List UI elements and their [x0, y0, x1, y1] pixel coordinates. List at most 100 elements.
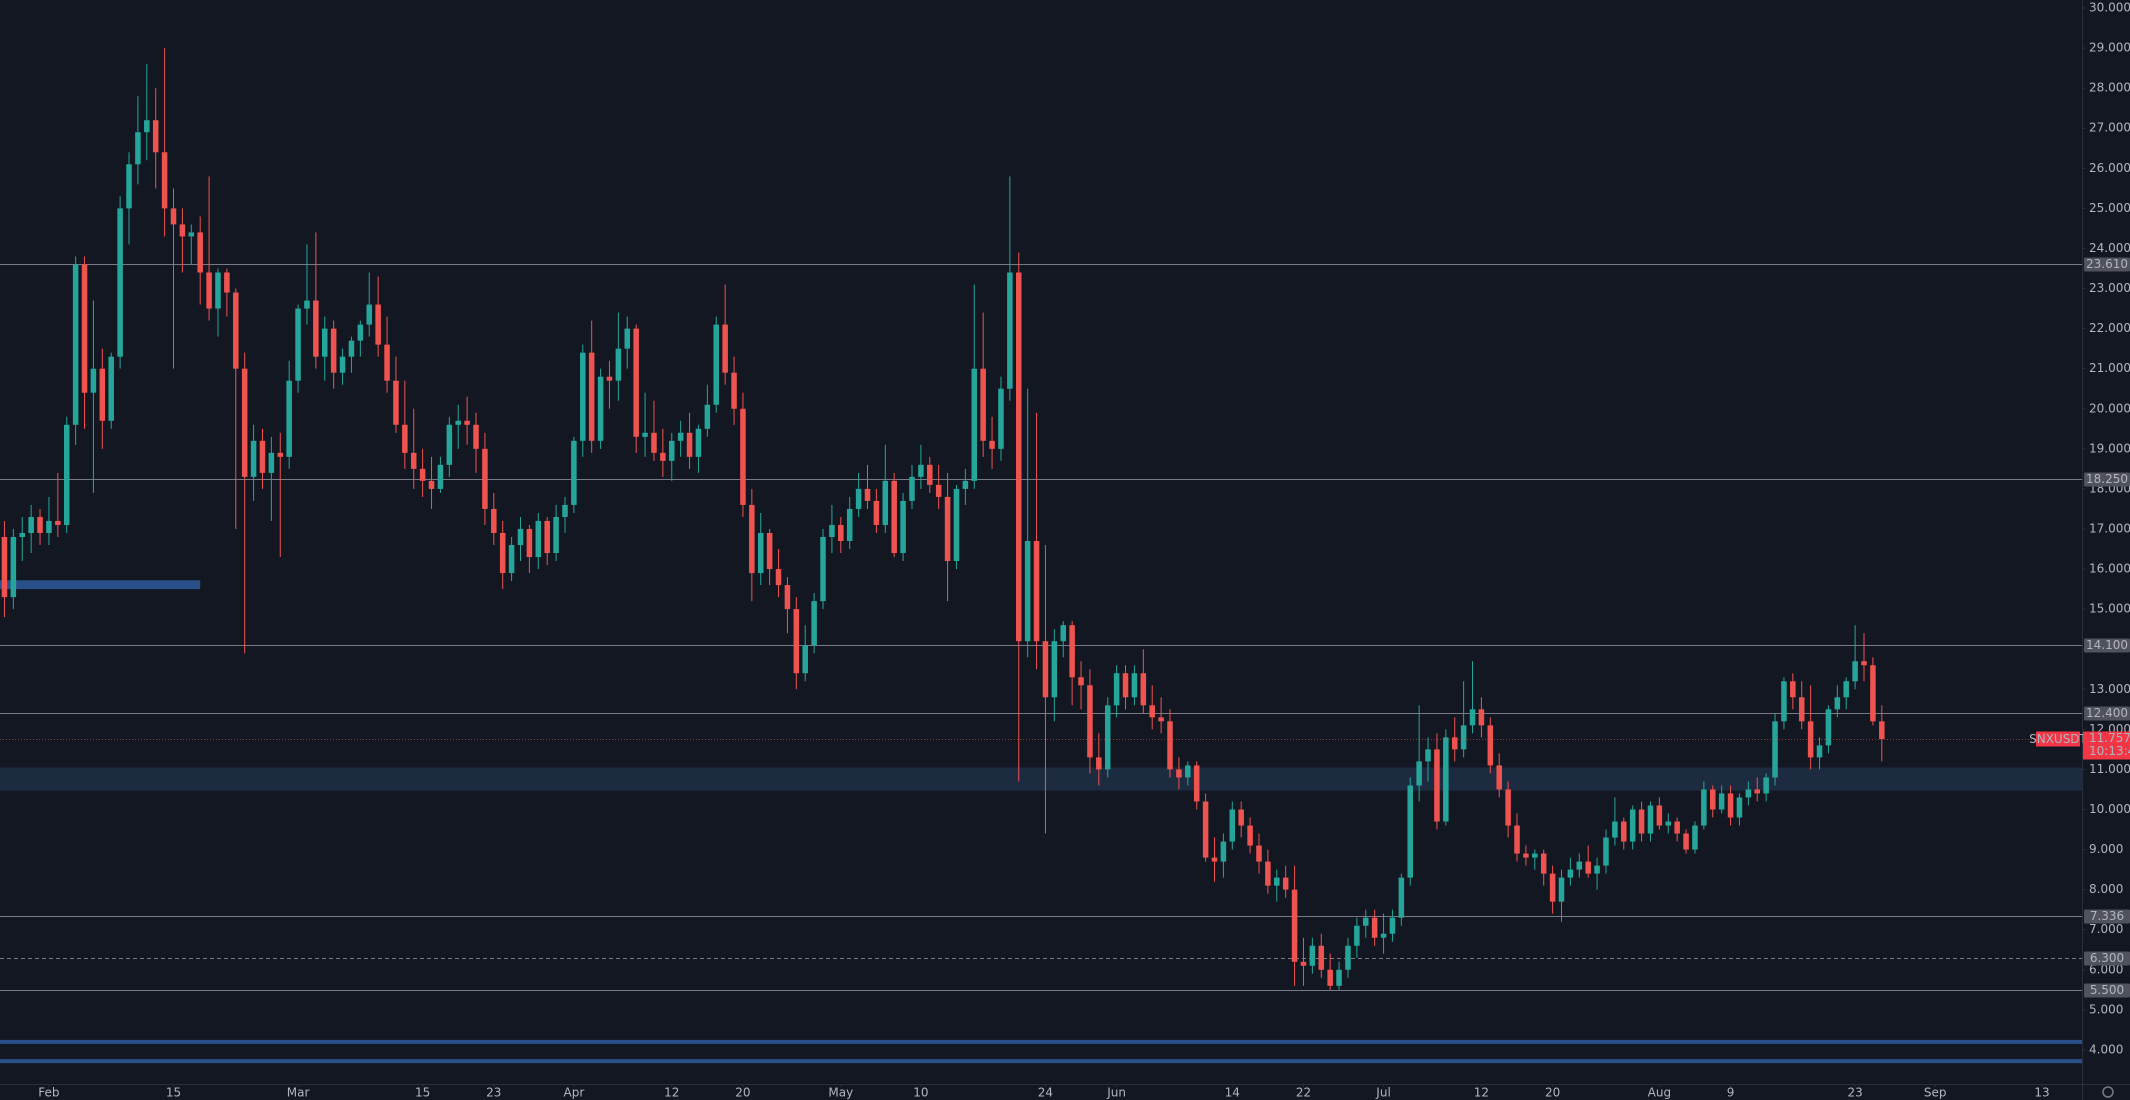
- level-label: 23.610: [2086, 257, 2128, 271]
- candle-body: [1754, 789, 1761, 794]
- candle-body: [793, 609, 800, 674]
- candle-body: [989, 440, 995, 449]
- candle-body: [1051, 641, 1058, 698]
- candle-body: [722, 324, 728, 373]
- candle-body: [215, 272, 221, 309]
- candle-body: [740, 408, 746, 505]
- candle-body: [1220, 841, 1227, 862]
- candle-body: [1718, 793, 1725, 810]
- candle-body: [1647, 805, 1654, 834]
- candle-body: [1460, 725, 1467, 750]
- candle-body: [1015, 272, 1022, 642]
- candle-body: [259, 440, 266, 473]
- candle-body: [1078, 677, 1084, 686]
- y-tick-label: 30.000: [2089, 1, 2130, 15]
- settings-icon[interactable]: [2102, 1086, 2114, 1098]
- candle-body: [597, 376, 604, 441]
- candle-body: [553, 516, 559, 554]
- level-badge: [2084, 638, 2130, 653]
- candle-body: [633, 328, 639, 437]
- candle-body: [72, 264, 79, 425]
- x-tick-label: May: [828, 1086, 853, 1100]
- candle-body: [749, 504, 755, 574]
- candle-body: [348, 340, 355, 357]
- candle-body: [1265, 861, 1271, 886]
- last-price-badge: [2083, 731, 2130, 760]
- candle-body: [19, 532, 26, 537]
- y-tick-label: 20.000: [2089, 401, 2130, 415]
- candle-body: [1425, 749, 1431, 762]
- candle-body: [384, 344, 390, 381]
- candle-body: [1683, 833, 1689, 850]
- y-tick-label: 8.000: [2089, 882, 2123, 896]
- candle-body: [1523, 853, 1529, 858]
- candle-body: [1603, 837, 1609, 866]
- candle-body: [1443, 737, 1449, 822]
- candle-body: [428, 480, 435, 489]
- level-label: 6.300: [2090, 951, 2124, 965]
- x-tick-label: Sep: [1924, 1086, 1947, 1100]
- level-label: 7.336: [2090, 909, 2124, 923]
- candle-body: [1514, 825, 1520, 854]
- candle-body: [1211, 857, 1218, 862]
- candle-body: [660, 452, 666, 461]
- candle-body: [455, 420, 461, 425]
- candle-body: [1, 536, 8, 598]
- candle-body: [1629, 809, 1636, 842]
- candle-body: [1122, 673, 1129, 698]
- candle-body: [1505, 789, 1511, 826]
- candle-body: [668, 440, 675, 461]
- candle-body: [855, 488, 862, 509]
- candle-body: [651, 432, 657, 453]
- candle-body: [117, 208, 123, 357]
- candle-body: [1825, 709, 1832, 746]
- x-tick-label: 15: [415, 1086, 430, 1100]
- candle-body: [1594, 865, 1600, 874]
- candle-body: [81, 264, 88, 393]
- candle-body: [152, 120, 159, 153]
- y-tick-label: 15.000: [2089, 602, 2130, 616]
- candle-body: [55, 520, 61, 525]
- x-tick-label: 23: [486, 1086, 501, 1100]
- candle-body: [1585, 861, 1591, 874]
- gear[interactable]: [2102, 1086, 2114, 1098]
- x-tick-label: 10: [913, 1086, 928, 1100]
- candle-body: [615, 348, 622, 381]
- candle-body: [1852, 661, 1858, 682]
- candle-body: [170, 208, 177, 225]
- y-tick-label: 19.000: [2089, 441, 2130, 455]
- candle-body: [713, 324, 720, 405]
- candle-body: [517, 528, 524, 546]
- candle-body: [1033, 540, 1040, 642]
- x-tick-label: 24: [1038, 1086, 1053, 1100]
- candle-body: [1354, 925, 1360, 946]
- x-tick-label: 15: [166, 1086, 181, 1100]
- candle-body: [1540, 853, 1547, 874]
- candle-body: [482, 448, 488, 509]
- candle-body: [838, 524, 844, 541]
- candle-body: [1282, 877, 1289, 890]
- candle-body: [1478, 709, 1485, 726]
- candle-body: [286, 380, 292, 457]
- candle-body: [99, 368, 106, 421]
- candle-body: [375, 304, 381, 345]
- candle-body: [1763, 777, 1769, 794]
- y-tick-label: 22.000: [2089, 321, 2130, 335]
- candle-body: [1202, 801, 1209, 858]
- candle-body: [731, 372, 737, 409]
- x-tick-label: Jul: [1375, 1086, 1390, 1100]
- x-tick-label: Apr: [564, 1086, 585, 1100]
- zone: [0, 767, 2082, 791]
- x-tick-label: 13: [2034, 1086, 2049, 1100]
- candle-body: [330, 328, 337, 373]
- candle-body: [1167, 721, 1173, 770]
- candle-body: [10, 536, 17, 598]
- candle-body: [1638, 809, 1645, 834]
- candle-body: [321, 328, 328, 357]
- candle-body: [686, 432, 693, 457]
- candle-body: [962, 480, 969, 489]
- candle-body: [571, 440, 577, 505]
- x-tick-label: Aug: [1648, 1086, 1671, 1100]
